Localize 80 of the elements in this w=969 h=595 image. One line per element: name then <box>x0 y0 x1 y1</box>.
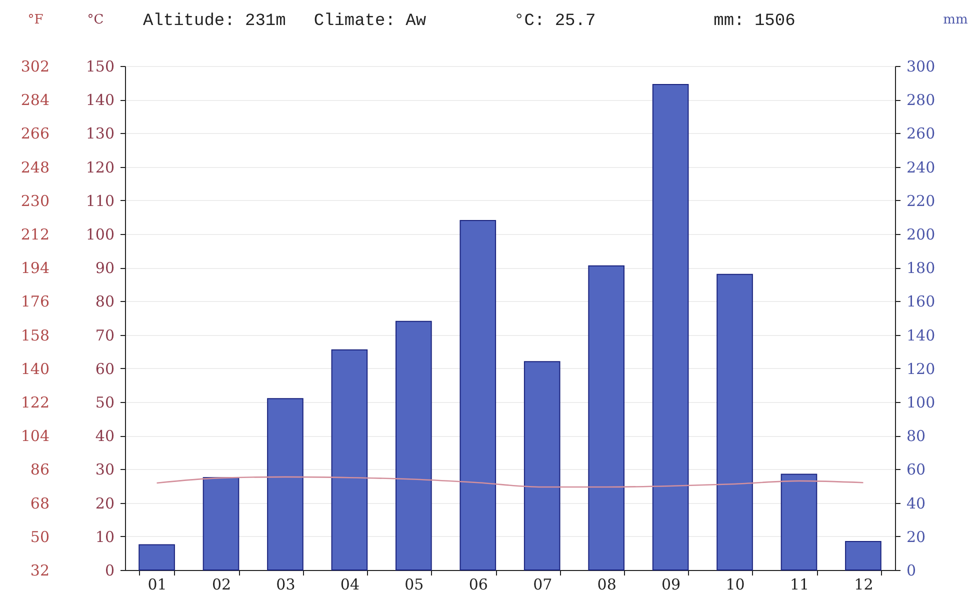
y2-tick-label: 200 <box>906 226 936 244</box>
y-tick-label: 120 <box>86 158 114 176</box>
y3-axis-title: °F <box>28 12 44 28</box>
text: mm: 1506 <box>714 12 796 31</box>
y2-tick-label: 180 <box>906 259 936 278</box>
y2-tick-label: 0 <box>906 562 916 580</box>
bar <box>396 320 432 570</box>
bar <box>524 361 560 570</box>
y-tick-label: 10 <box>95 528 114 546</box>
x-tick-label: 06 <box>468 576 488 594</box>
x-tick-label: 07 <box>533 576 552 594</box>
y-tick-label: 80 <box>95 292 114 311</box>
y-tick-label: 50 <box>95 394 114 412</box>
y3-tick-label: 266 <box>20 124 50 143</box>
y3-tick-label: 248 <box>20 158 50 176</box>
x-tick-label: 11 <box>790 576 810 594</box>
y-tick-label: 150 <box>86 58 114 76</box>
y3-tick-label: 140 <box>20 360 50 378</box>
y3-tick-label: 68 <box>30 494 50 512</box>
x-tick-label: 04 <box>340 576 360 594</box>
bar <box>267 398 304 570</box>
bar <box>652 84 689 570</box>
y3-tick-label: 176 <box>20 292 50 311</box>
y2-tick-label: 260 <box>906 124 936 143</box>
y3-tick-label: 284 <box>20 91 50 110</box>
x-tick-label: 02 <box>212 576 232 594</box>
y-tick-label: 70 <box>95 326 114 344</box>
y3-tick-label: 158 <box>20 326 50 344</box>
y2-tick-label: 280 <box>906 91 936 110</box>
y3-tick-label: 212 <box>20 226 50 244</box>
bar <box>331 349 368 570</box>
y-tick-label: 100 <box>86 226 114 244</box>
y-tick-label: 130 <box>86 124 114 143</box>
y3-tick-label: 230 <box>20 192 50 210</box>
y2-tick-label: 60 <box>906 460 926 479</box>
y2-tick-label: 80 <box>906 427 926 446</box>
x-tick-label: 09 <box>662 576 681 594</box>
y3-tick-label: 104 <box>20 427 50 446</box>
y2-tick-label: 120 <box>906 360 936 378</box>
x-tick-label: 03 <box>276 576 296 594</box>
y-tick-label: 20 <box>95 494 114 512</box>
y-tick-label: 60 <box>95 360 114 378</box>
y-axis-title: °C <box>87 12 104 28</box>
bar <box>716 274 753 570</box>
bar <box>460 220 496 570</box>
x-tick-label: 08 <box>597 576 616 594</box>
y3-tick-label: 86 <box>30 460 50 479</box>
y-tick-label: 30 <box>95 460 114 479</box>
y2-axis-title: mm <box>943 12 968 28</box>
bar <box>845 540 882 570</box>
x-tick-label: 12 <box>854 576 874 594</box>
y-tick-label: 140 <box>86 91 114 110</box>
x-tick-label: 01 <box>148 576 167 594</box>
text: °C: 25.7 <box>514 12 596 31</box>
y2-tick-label: 220 <box>906 192 936 210</box>
bar <box>780 474 818 570</box>
bar <box>202 477 240 570</box>
y2-tick-label: 100 <box>906 394 936 412</box>
y-tick-label: 0 <box>104 562 114 580</box>
bar <box>138 544 175 570</box>
y3-tick-label: 32 <box>30 562 50 580</box>
y-tick-label: 40 <box>95 427 114 446</box>
text: Altitude: 231m <box>143 12 286 31</box>
y2-tick-label: 160 <box>906 292 936 311</box>
y2-tick-label: 240 <box>906 158 936 176</box>
y2-tick-label: 40 <box>906 494 926 512</box>
y2-tick-label: 20 <box>906 528 926 546</box>
y-tick-label: 110 <box>86 192 114 210</box>
y2-tick-label: 140 <box>906 326 936 344</box>
bar <box>588 265 624 570</box>
text: Climate: Aw <box>314 12 426 31</box>
line-series <box>156 476 864 488</box>
x-tick-label: 10 <box>726 576 745 594</box>
y3-tick-label: 50 <box>30 528 50 546</box>
y3-tick-label: 302 <box>20 58 50 76</box>
y-tick-label: 90 <box>95 259 114 278</box>
y3-tick-label: 122 <box>20 394 50 412</box>
y3-tick-label: 194 <box>20 259 50 278</box>
x-tick-label: 05 <box>404 576 424 594</box>
y2-tick-label: 300 <box>906 58 936 76</box>
